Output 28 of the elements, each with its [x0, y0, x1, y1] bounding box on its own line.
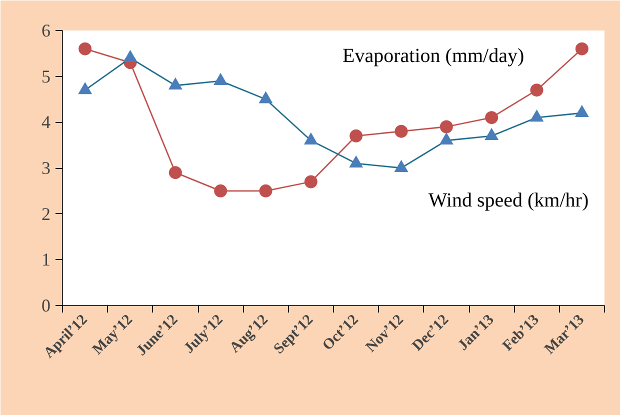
point — [439, 132, 454, 145]
point — [258, 91, 273, 104]
y-tick-label: 3 — [42, 158, 50, 178]
point — [123, 50, 138, 62]
point — [304, 175, 318, 188]
series-label: Evaporation (mm/day) — [342, 45, 524, 68]
point — [440, 120, 453, 134]
series-label: Wind speed (km/hr) — [428, 190, 589, 212]
y-tick-label: 1 — [42, 250, 50, 270]
point — [259, 184, 272, 198]
y-tick-label: 6 — [42, 20, 50, 40]
point — [350, 129, 363, 142]
point — [304, 132, 318, 145]
point — [168, 166, 182, 180]
point — [574, 104, 589, 118]
point — [394, 160, 408, 172]
y-tick-label: 0 — [42, 296, 50, 316]
point — [349, 155, 364, 168]
point — [214, 184, 228, 198]
point — [394, 124, 408, 138]
point — [214, 72, 228, 85]
point — [484, 128, 499, 140]
y-tick-label: 2 — [42, 204, 50, 224]
point — [168, 77, 182, 90]
y-tick-label: 4 — [42, 112, 50, 132]
y-tick-label: 5 — [42, 66, 50, 86]
point — [530, 110, 544, 122]
point — [78, 82, 92, 94]
